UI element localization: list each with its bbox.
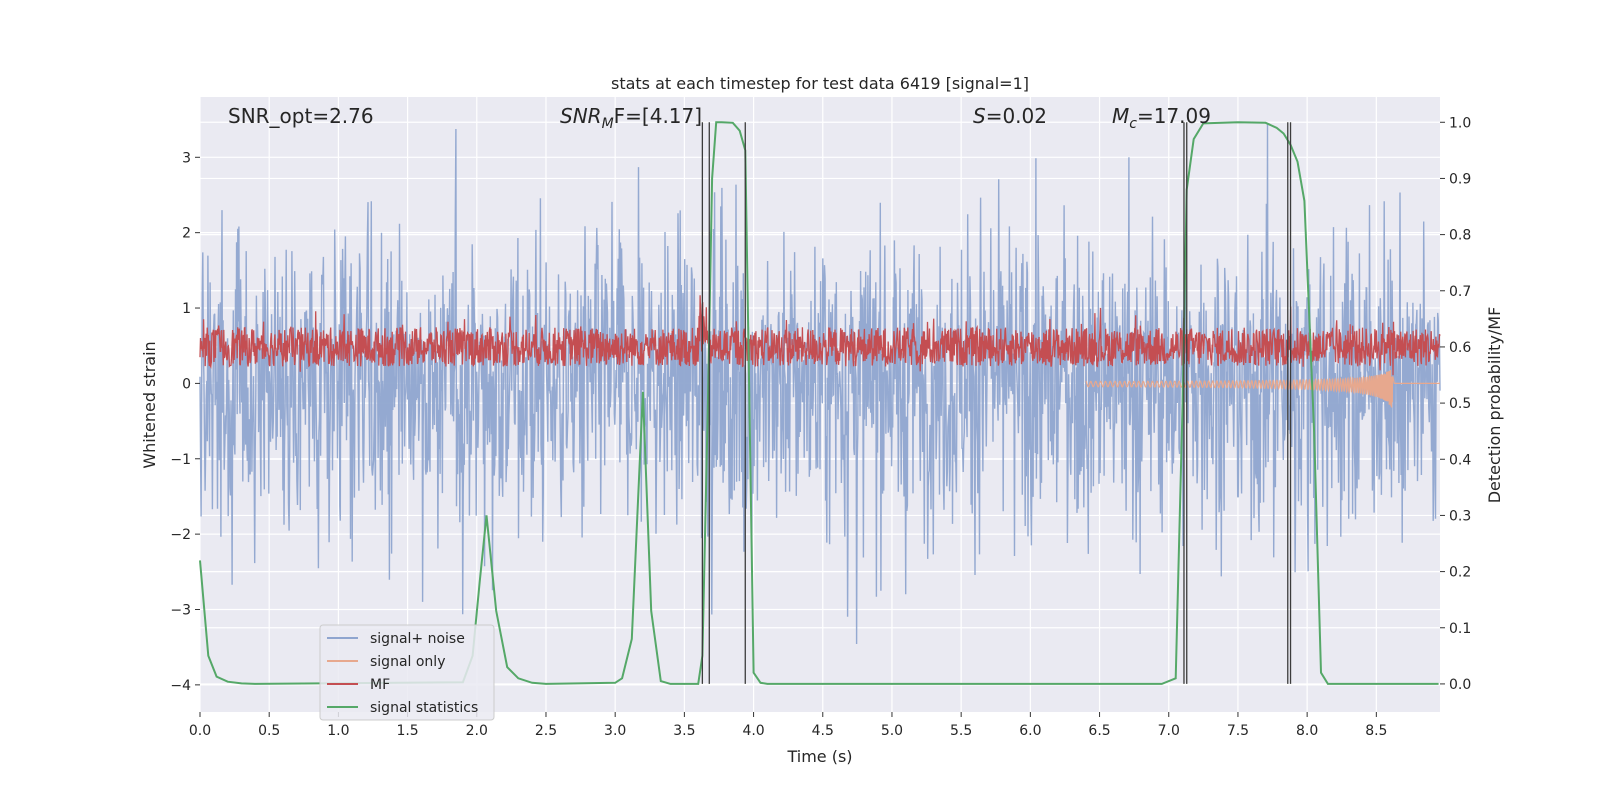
- annotation-s-tail: =0.02: [986, 104, 1047, 128]
- annotation-mc-tail: =17.09: [1137, 104, 1211, 128]
- y-right-tick-label: 0.1: [1449, 621, 1471, 637]
- x-tick-label: 6.5: [1088, 723, 1110, 739]
- annotation-mc-main: M: [1112, 104, 1129, 128]
- annotation-s-main: S: [973, 104, 986, 128]
- series-layer: [199, 121, 1441, 685]
- x-axis-label: Time (s): [786, 747, 852, 766]
- x-tick-label: 2.0: [466, 723, 488, 739]
- x-tick-label: 2.5: [535, 723, 557, 739]
- series-mf: [199, 295, 1441, 376]
- y-right-axis-ticks: 1.0 0.9 0.8 0.7 0.6 0.5 0.4 0.3 0.2 0.1 0.0: [1440, 115, 1471, 693]
- annotation-snr-mf: SNRMF=[4.17]: [560, 104, 702, 132]
- y-tick-label: 2: [182, 226, 191, 242]
- x-tick-label: 0.0: [189, 723, 211, 739]
- legend-box: [319, 624, 495, 721]
- x-tick-label: 4.5: [812, 723, 834, 739]
- annotation-snr-opt: SNR_opt=2.76: [228, 104, 374, 128]
- annotation-s-stat: S=0.02: [973, 104, 1047, 128]
- series-signal-only: [1085, 369, 1440, 408]
- legend-label-signal-statistics: signal statistics: [370, 700, 478, 716]
- vertical-markers: [701, 122, 1292, 684]
- y-axis-ticks: 3 2 1 0 −1 −2 −3 −4: [170, 150, 200, 694]
- legend-label-signal-noise: signal+ noise: [370, 631, 465, 647]
- y-right-tick-label: 0.7: [1449, 284, 1471, 300]
- y-right-tick-label: 0.5: [1449, 396, 1471, 412]
- legend: signal+ noise signal only MF signal stat…: [319, 624, 495, 721]
- x-tick-label: 4.0: [742, 723, 764, 739]
- x-tick-label: 8.0: [1296, 723, 1318, 739]
- x-axis-ticks: 0.0 0.5 1.0 1.5 2.0 2.5 3.0 3.5 4.0 4.5 5.0 5.5 6.0 6…: [189, 712, 1387, 739]
- x-tick-label: 7.0: [1158, 723, 1180, 739]
- y-tick-label: 1: [182, 301, 191, 317]
- x-tick-label: 7.5: [1227, 723, 1249, 739]
- x-tick-label: 8.5: [1365, 723, 1387, 739]
- y-tick-label: 0: [182, 376, 191, 392]
- annotation-snr-mf-sub: M: [602, 116, 614, 132]
- y-tick-label: −2: [170, 527, 191, 543]
- x-tick-label: 0.5: [258, 723, 280, 739]
- y-tick-label: −4: [170, 678, 191, 694]
- y-right-tick-label: 0.4: [1449, 452, 1471, 468]
- y-right-axis-label: Detection probability/MF: [1485, 307, 1504, 504]
- annotation-snr-mf-tail: F=[4.17]: [614, 104, 702, 128]
- y-right-tick-label: 0.8: [1449, 228, 1471, 244]
- y-tick-label: −3: [170, 603, 191, 619]
- annotation-snr-mf-main: SNR: [560, 104, 602, 128]
- y-right-tick-label: 0.2: [1449, 565, 1471, 581]
- annotation-chirp-mass: Mc=17.09: [1112, 104, 1211, 132]
- legend-label-signal-only: signal only: [370, 654, 445, 670]
- x-tick-label: 3.5: [673, 723, 695, 739]
- y-tick-label: 3: [182, 150, 191, 166]
- x-tick-label: 5.0: [881, 723, 903, 739]
- x-tick-label: 1.0: [327, 723, 349, 739]
- x-tick-label: 3.0: [604, 723, 626, 739]
- legend-label-mf: MF: [370, 677, 390, 693]
- y-right-tick-label: 0.3: [1449, 508, 1471, 524]
- y-tick-label: −1: [170, 452, 191, 468]
- x-tick-label: 1.5: [396, 723, 418, 739]
- series-signal-noise: [199, 124, 1441, 645]
- y-axis-label: Whitened strain: [140, 341, 159, 468]
- y-right-tick-label: 0.9: [1449, 171, 1471, 187]
- chart-title: stats at each timestep for test data 641…: [611, 74, 1029, 93]
- annotation-mc-sub: c: [1129, 116, 1137, 132]
- y-right-tick-label: 0.0: [1449, 677, 1471, 693]
- series-signal-statistics: [199, 121, 1439, 685]
- x-tick-label: 5.5: [950, 723, 972, 739]
- y-right-tick-label: 1.0: [1449, 115, 1471, 131]
- x-tick-label: 6.0: [1019, 723, 1041, 739]
- y-right-tick-label: 0.6: [1449, 340, 1471, 356]
